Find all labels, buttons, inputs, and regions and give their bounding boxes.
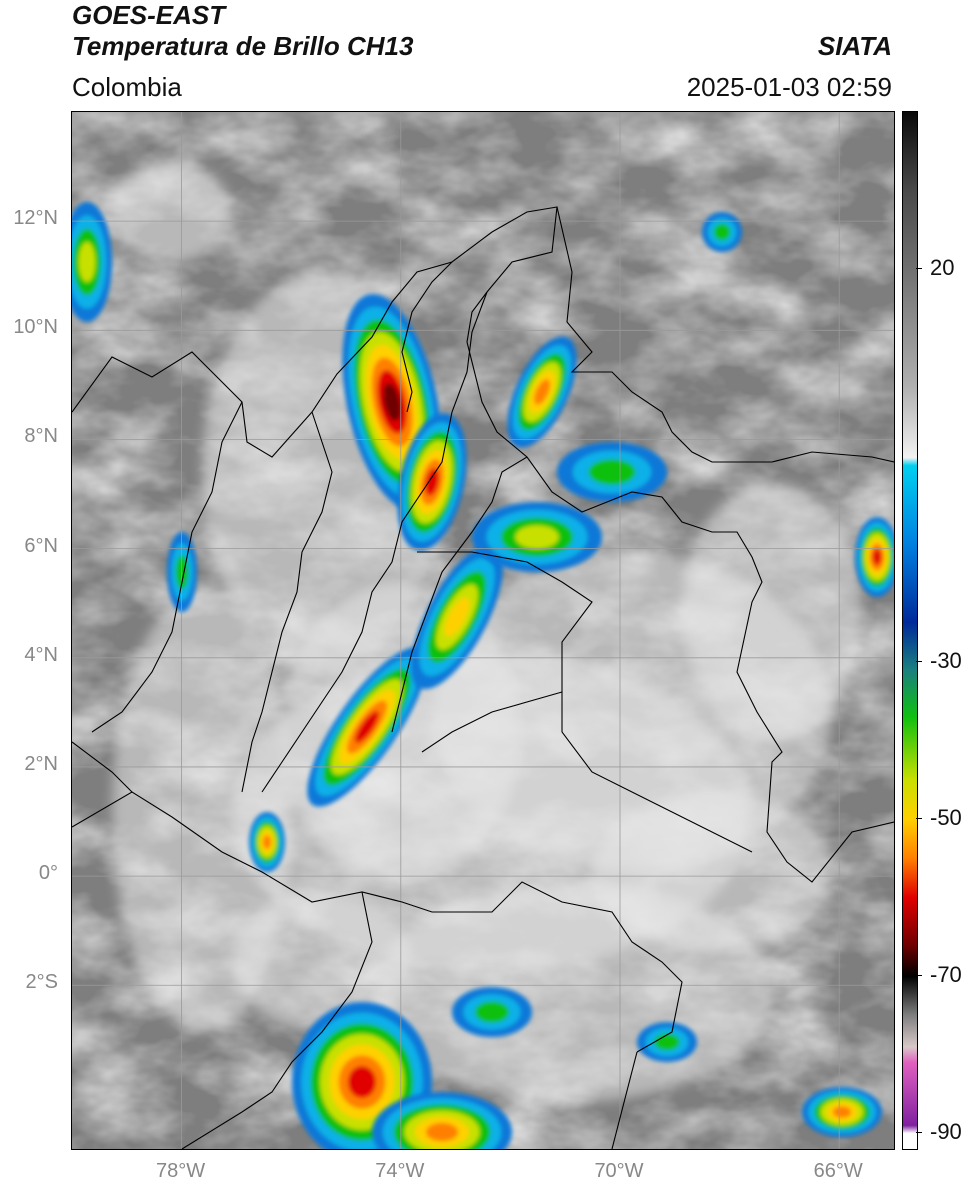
lat-tick-label: 6°N	[24, 534, 58, 557]
colorbar-tick	[916, 268, 922, 270]
storm-cell	[249, 812, 285, 872]
storm-contour	[713, 223, 731, 241]
colorbar-fill	[903, 112, 917, 1149]
storm-cell	[637, 1022, 697, 1062]
storm-contour	[534, 379, 550, 405]
cloud-shield	[112, 162, 232, 262]
border-line	[72, 791, 683, 1053]
lat-tick-label: 2°S	[25, 971, 58, 994]
storm-contour	[654, 1033, 680, 1051]
storm-contour	[588, 459, 636, 485]
colorbar-tick-label: -70	[930, 962, 962, 988]
storm-cell	[72, 202, 112, 322]
storm-contour	[355, 711, 379, 743]
colorbar-tick-label: -50	[930, 805, 962, 831]
border-line	[611, 1051, 638, 1149]
storm-contour	[872, 549, 882, 565]
storm-cell	[702, 212, 742, 252]
storm-contour	[383, 382, 401, 422]
border-line	[72, 741, 133, 793]
product-title: GOES-EAST	[72, 0, 226, 30]
storm-cell	[292, 1002, 432, 1149]
border-line	[391, 456, 528, 733]
storm-contour	[832, 1106, 852, 1118]
lon-tick-label: 78°W	[156, 1160, 206, 1182]
border-line	[241, 411, 333, 793]
cloud-shield	[232, 892, 412, 1032]
storm-cell	[411, 544, 503, 690]
storm-cell	[472, 502, 602, 572]
colorbar-gradient	[903, 112, 917, 1149]
cloud-shield	[112, 592, 292, 1032]
storm-contour	[474, 1001, 510, 1023]
storm-cell	[802, 1087, 882, 1137]
colorbar-tick-label: -90	[930, 1119, 962, 1145]
storm-contour	[425, 1122, 459, 1142]
storm-contour	[444, 597, 470, 637]
storm-contour	[348, 1066, 376, 1098]
storm-cell	[557, 442, 667, 502]
lat-tick-label: 0°	[38, 862, 58, 885]
lon-tick-label: 74°W	[375, 1160, 425, 1182]
colorbar-tick-label: -30	[930, 647, 962, 673]
lon-tick-label: 70°W	[594, 1160, 644, 1182]
border-line	[417, 551, 593, 753]
timestamp-label: 2025-01-03 02:59	[686, 72, 892, 102]
region-label: Colombia	[72, 72, 182, 102]
lon-tick-label: 66°W	[813, 1160, 863, 1182]
cloud-shield	[682, 482, 862, 742]
lat-tick-label: 12°N	[13, 207, 58, 230]
lat-tick-label: 8°N	[24, 425, 58, 448]
border-line	[181, 891, 373, 1149]
colorbar-tick-label: 20	[930, 255, 955, 281]
product-subtitle: Temperatura de Brillo CH13	[72, 31, 414, 61]
storm-cell	[855, 517, 894, 597]
border-line	[561, 692, 753, 853]
satellite-map-canvas	[72, 112, 894, 1149]
satellite-map	[71, 111, 895, 1150]
storm-contour	[262, 835, 272, 849]
border-line	[91, 401, 243, 733]
lat-tick-label: 4°N	[24, 643, 58, 666]
border-line	[556, 206, 894, 463]
storm-cell	[372, 1092, 512, 1149]
storm-contour	[515, 525, 559, 549]
cloud-shield	[282, 582, 522, 882]
colorbar-tick	[916, 660, 922, 662]
colorbar-tick	[916, 818, 922, 820]
storm-contour	[425, 468, 439, 496]
lat-tick-label: 2°N	[24, 752, 58, 775]
cloud-shield	[592, 792, 832, 952]
storm-cell	[397, 413, 467, 551]
storm-contour	[78, 242, 96, 282]
political-borders	[72, 206, 894, 1149]
storm-cell	[452, 987, 532, 1037]
colorbar-tick	[916, 975, 922, 977]
border-line	[261, 291, 488, 793]
colorbar	[902, 111, 918, 1150]
convective-cells	[72, 202, 894, 1149]
graticule	[72, 112, 894, 1149]
lat-tick-label: 10°N	[13, 316, 58, 339]
colorbar-tick	[916, 1132, 922, 1134]
agency-label: SIATA	[817, 31, 892, 61]
border-line	[401, 261, 453, 413]
storm-cell	[507, 336, 577, 448]
